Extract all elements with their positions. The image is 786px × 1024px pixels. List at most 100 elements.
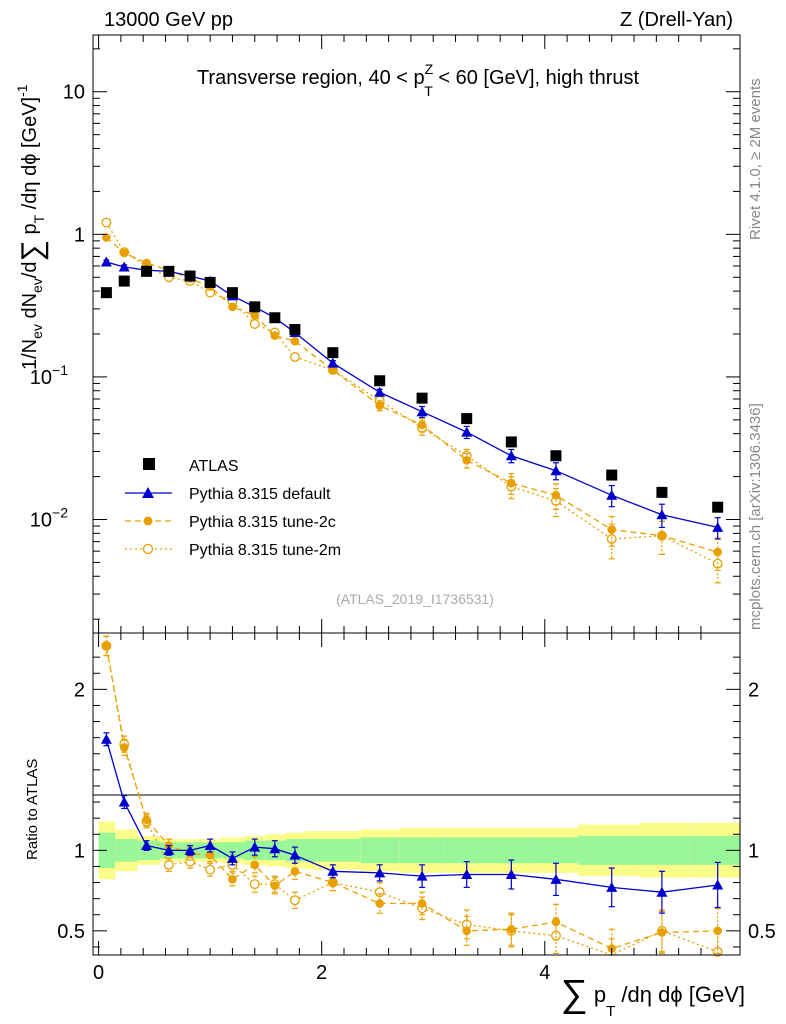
ratio-pythia-8-315-tune-2c-point-9 — [290, 866, 300, 876]
main-pythia-8-315-tune-2c-point-1 — [119, 248, 129, 258]
main-panel: 10 1 10−1 10−2 Transverse region, 40 < pZ T … — [14, 34, 741, 634]
main-pythia-8-315-default-point-18 — [712, 521, 724, 532]
main-atlas-point-16 — [606, 469, 618, 481]
legend-label-atlas: ATLAS — [189, 458, 239, 475]
main-atlas-point-12 — [416, 392, 428, 404]
legend: ATLAS Pythia 8.315 default Pythia 8.315 … — [125, 458, 341, 559]
ratio-pythia-8-315-default-point-18 — [712, 879, 724, 890]
main-atlas-point-9 — [289, 324, 301, 336]
ratio-pythia-8-315-default-point-8 — [269, 843, 281, 854]
legend-label-tune-2c: Pythia 8.315 tune-2c — [189, 514, 336, 531]
header-right: Z (Drell-Yan) — [620, 9, 733, 31]
band-inner-15 — [533, 837, 579, 864]
ratio-pythia-8-315-tune-2c-point-1 — [119, 743, 129, 752]
ylabel-sigma: ∑ — [16, 240, 49, 261]
main-atlas-point-0 — [100, 287, 112, 299]
band-inner-11 — [360, 837, 400, 864]
main-pythia-8-315-tune-2m-line — [105, 222, 718, 565]
main-pythia-8-315-tune-2c-point-7 — [250, 311, 260, 320]
main-pythia-8-315-tune-2m-point-9 — [289, 352, 300, 362]
ratio-pythia-8-315-default-point-7 — [249, 841, 261, 852]
main-atlas-point-4 — [184, 270, 196, 282]
ratio-ytick-label-left-2: 2 — [74, 679, 85, 701]
watermark: (ATLAS_2019_I1736531) — [336, 591, 494, 607]
ratio-pythia-8-315-tune-2c-point-0 — [102, 641, 111, 651]
ratio-pythia-8-315-default-point-11 — [374, 867, 386, 878]
ratio-ytick-label-right-0: 0.5 — [748, 921, 776, 943]
ratio-pythia-8-315-tune-2c-point-17 — [657, 928, 667, 937]
ratio-pythia-8-315-default-point-13 — [461, 869, 473, 879]
ylabel-sup5: -1 — [14, 84, 30, 97]
main-pythia-8-315-default-point-17 — [656, 509, 668, 520]
ylabel-sub2: ev — [29, 278, 45, 293]
title-sub: T — [424, 83, 433, 99]
main-pythia-8-315-tune-2m-point-7 — [249, 319, 260, 329]
main-pythia-8-315-tune-2c-point-10 — [328, 365, 338, 375]
main-pythia-8-315-default-point-13 — [461, 426, 473, 437]
ylabel-4: p — [19, 223, 41, 240]
ratio-pythia-8-315-tune-2c-point-11 — [375, 899, 384, 908]
main-pythia-8-315-tune-2c-line — [105, 237, 718, 553]
main-pythia-8-315-tune-2c-point-14 — [507, 478, 516, 488]
main-atlas-point-1 — [118, 275, 130, 287]
main-atlas-point-13 — [461, 413, 473, 425]
main-pythia-8-315-default-point-12 — [416, 406, 428, 417]
legend-label-tune-2m: Pythia 8.315 tune-2m — [189, 542, 341, 559]
band-inner-14 — [489, 837, 534, 864]
ratio-pythia-8-315-tune-2c-point-5 — [205, 850, 215, 860]
ratio-pythia-8-315-default-point-12 — [416, 870, 428, 881]
ratio-pythia-8-315-default-point-3 — [163, 844, 175, 855]
xlabel-p: p — [588, 982, 606, 1007]
ratio-pythia-8-315-default-point-9 — [289, 849, 301, 860]
ylabel-2: dN — [19, 293, 41, 324]
main-atlas-point-15 — [550, 450, 562, 462]
main-pythia-8-315-tune-2m-point-16 — [606, 534, 617, 544]
ratio-pythia-8-315-tune-2c-point-2 — [142, 815, 151, 825]
main-pythia-8-315-default-point-1 — [118, 261, 130, 272]
main-pythia-8-315-tune-2c-point-8 — [270, 331, 280, 340]
ratio-pythia-8-315-tune-2m-line — [105, 645, 718, 956]
ratio-xtick-label-1: 2 — [316, 962, 327, 984]
rivet-label: Rivet 4.1.0, ≥ 2M events — [747, 78, 764, 240]
ratio-ylabel: Ratio to ATLAS — [24, 759, 41, 860]
main-atlas-point-7 — [249, 301, 261, 313]
main-pythia-8-315-tune-2c-point-16 — [607, 525, 617, 534]
main-pythia-8-315-tune-2c-point-15 — [551, 490, 561, 500]
main-atlas-point-6 — [226, 287, 238, 299]
ratio-pythia-8-315-default-point-5 — [204, 840, 216, 851]
legend-marker-atlas — [143, 458, 155, 470]
main-atlas-point-10 — [327, 347, 339, 359]
ylabel-sub4: T — [31, 214, 47, 223]
ratio-xtick-label-0: 0 — [93, 962, 104, 984]
band-inner-1 — [115, 839, 138, 862]
title-sup: Z — [425, 61, 434, 77]
main-atlas-point-3 — [163, 265, 175, 277]
main-pythia-8-315-default-point-11 — [374, 386, 386, 397]
ratio-ytick-label-left-1: 1 — [74, 840, 85, 862]
legend-marker-tune-2m — [142, 543, 154, 555]
ylabel-sub1: ev — [29, 324, 45, 339]
ratio-marks — [100, 635, 724, 957]
ratio-pythia-8-315-tune-2m-point-4 — [185, 856, 196, 867]
ratio-pythia-8-315-tune-2c-point-6 — [228, 875, 237, 884]
main-title: Transverse region, 40 < pZ T < 60 [GeV], … — [197, 61, 640, 99]
title-suffix: < 60 [GeV], high thrust — [433, 67, 640, 89]
ratio-pythia-8-315-tune-2m-point-3 — [163, 859, 174, 870]
legend-marker-tune-2c — [143, 516, 153, 526]
ratio-pythia-8-315-default-point-16 — [606, 881, 618, 892]
ratio-pythia-8-315-default-point-0 — [100, 733, 112, 744]
main-pythia-8-315-tune-2c-point-0 — [102, 233, 111, 242]
main-atlas-point-11 — [374, 375, 386, 387]
main-pythia-8-315-tune-2c-point-17 — [657, 531, 667, 541]
main-pythia-8-315-tune-2c-point-2 — [142, 258, 151, 268]
ratio-pythia-8-315-tune-2c-point-13 — [462, 926, 471, 936]
ratio-pythia-8-315-tune-2m-point-9 — [289, 895, 300, 906]
ratio-pythia-8-315-tune-2c-point-10 — [328, 878, 338, 887]
band-inner-16 — [578, 835, 640, 865]
ratio-ytick-label-left-0: 0.5 — [57, 921, 85, 943]
main-pythia-8-315-tune-2c-point-12 — [417, 420, 427, 430]
main-atlas-point-5 — [204, 276, 216, 288]
main-pythia-8-315-tune-2c-point-6 — [228, 302, 237, 312]
title-prefix: Transverse region, 40 < p — [197, 67, 425, 89]
